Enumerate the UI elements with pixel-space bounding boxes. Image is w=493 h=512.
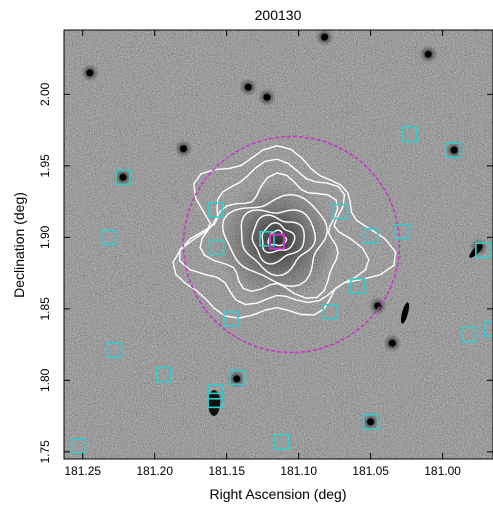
source-core: [233, 375, 240, 382]
y-tick-label: 1.95: [38, 154, 52, 178]
x-tick-label: 181.10: [280, 464, 317, 478]
x-tick-label: 181.00: [424, 464, 461, 478]
x-tick-label: 181.15: [208, 464, 245, 478]
y-tick-label: 1.75: [38, 440, 52, 464]
x-axis-label: Right Ascension (deg): [210, 486, 347, 502]
source-core: [451, 147, 458, 154]
figure-title: 200130: [255, 7, 302, 23]
y-tick-label: 1.80: [38, 368, 52, 392]
source-core: [180, 145, 187, 152]
x-tick-label: 181.20: [136, 464, 173, 478]
y-tick-label: 2.00: [38, 82, 52, 106]
source-core: [389, 340, 396, 347]
sky-image: [64, 28, 493, 459]
source-core: [263, 94, 270, 101]
source-core: [367, 418, 374, 425]
y-tick-label: 1.90: [38, 225, 52, 249]
source-core: [120, 174, 127, 181]
source-core: [425, 51, 432, 58]
source-core: [86, 69, 93, 76]
x-tick-label: 181.25: [64, 464, 101, 478]
source-core: [321, 34, 328, 41]
x-tick-label: 181.05: [352, 464, 389, 478]
y-tick-label: 1.85: [38, 297, 52, 321]
y-axis-label: Declination (deg): [11, 192, 27, 298]
source-core: [245, 84, 252, 91]
